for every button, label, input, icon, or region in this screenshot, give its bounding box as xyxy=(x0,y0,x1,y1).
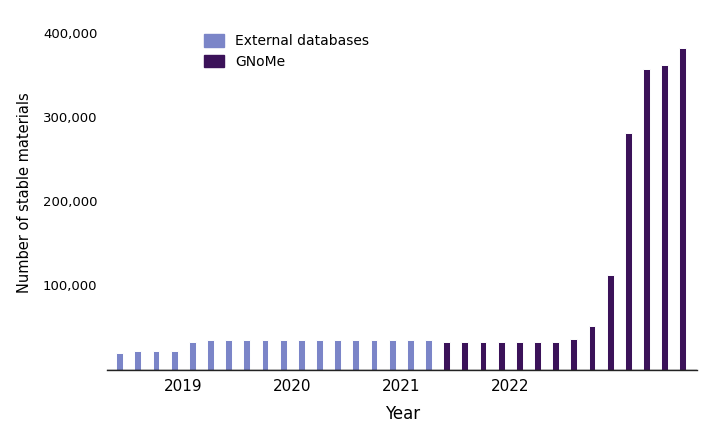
Bar xyxy=(388,340,396,370)
Bar xyxy=(134,351,141,370)
Bar xyxy=(461,342,468,370)
Bar xyxy=(207,340,214,370)
Bar xyxy=(261,340,268,370)
Bar xyxy=(243,340,251,370)
Bar xyxy=(480,342,486,370)
Bar xyxy=(425,340,432,370)
Bar xyxy=(443,342,450,370)
Bar xyxy=(552,342,559,370)
Bar xyxy=(534,342,541,370)
X-axis label: Year: Year xyxy=(385,405,420,423)
Bar xyxy=(607,275,613,370)
Bar xyxy=(570,339,577,370)
Bar xyxy=(316,340,323,370)
Bar xyxy=(643,69,650,370)
Bar xyxy=(280,340,286,370)
Bar xyxy=(225,340,232,370)
Bar xyxy=(116,353,124,370)
Y-axis label: Number of stable materials: Number of stable materials xyxy=(16,93,31,293)
Bar xyxy=(171,351,178,370)
Bar xyxy=(498,342,505,370)
Legend: External databases, GNoMe: External databases, GNoMe xyxy=(196,27,376,76)
Bar xyxy=(153,351,159,370)
Bar xyxy=(298,340,305,370)
Bar xyxy=(371,340,378,370)
Bar xyxy=(661,66,668,370)
Bar xyxy=(189,342,196,370)
Bar xyxy=(516,342,523,370)
Bar xyxy=(407,340,414,370)
Bar xyxy=(679,48,686,370)
Bar xyxy=(353,340,359,370)
Bar xyxy=(334,340,341,370)
Bar xyxy=(588,326,595,370)
Bar xyxy=(625,132,632,370)
